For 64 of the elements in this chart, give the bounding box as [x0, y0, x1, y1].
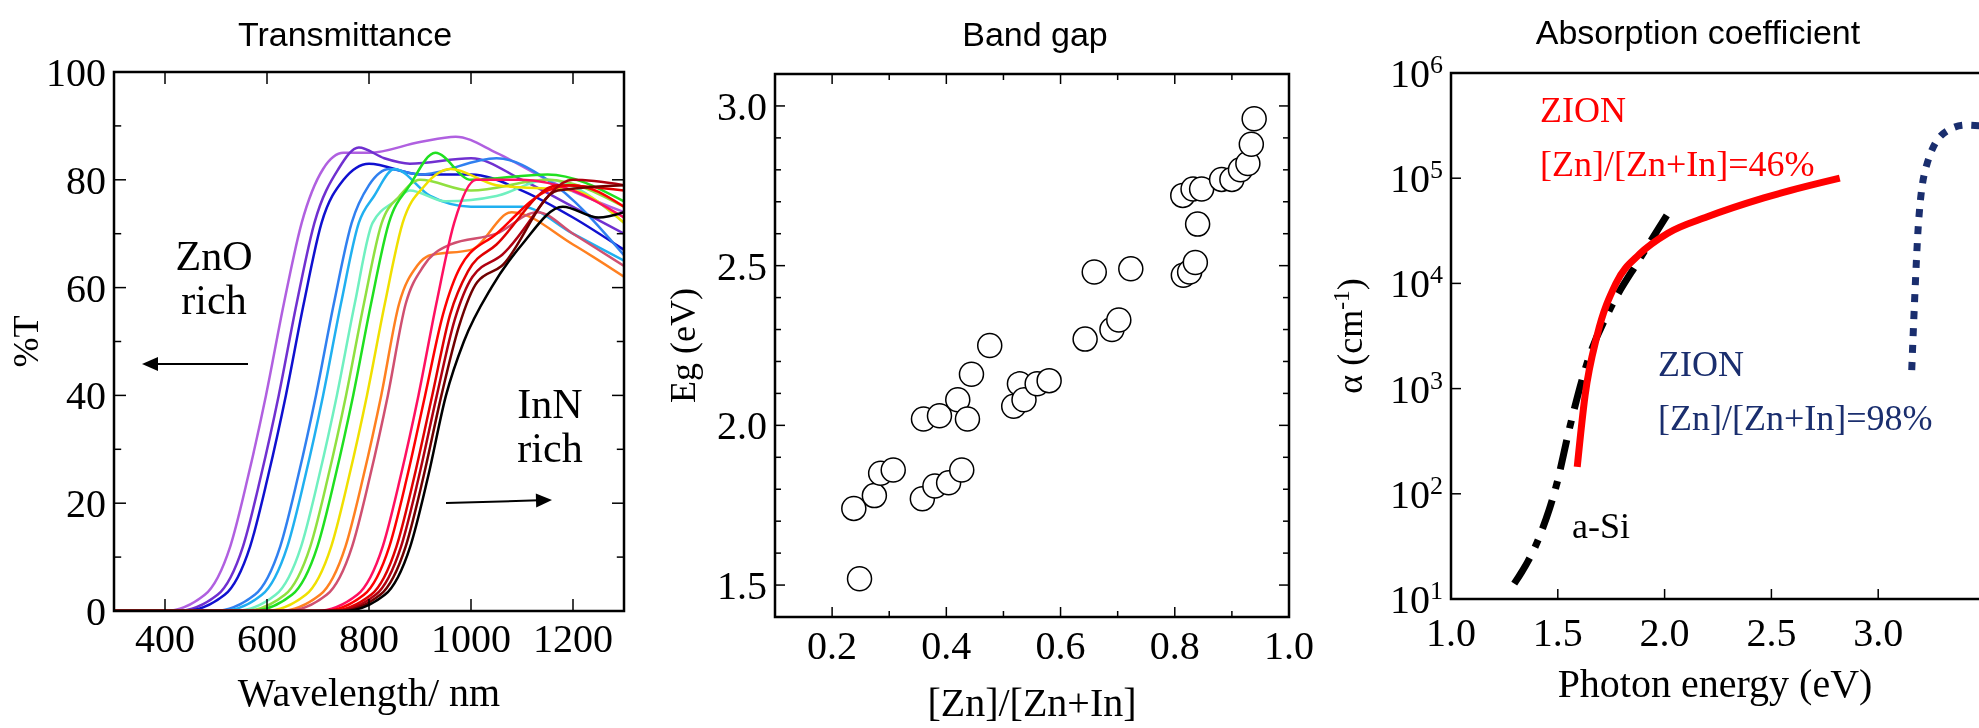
x-tick-label: 1.0 — [1264, 623, 1314, 668]
annotation: InN rich — [517, 381, 583, 471]
y-tick-label: 100 — [46, 50, 106, 95]
chart-title: Band gap — [962, 15, 1108, 53]
x-tick-label: 0.8 — [1149, 623, 1200, 668]
point — [1118, 256, 1144, 282]
y-tick-label: 10$^{3}$ — [1390, 365, 1443, 412]
point — [1106, 307, 1132, 333]
annotation: ZnO rich — [175, 233, 253, 323]
point — [861, 482, 888, 509]
x-tick-label: 2.0 — [1639, 610, 1690, 655]
series-label: a-Si — [1572, 506, 1630, 546]
y-tick-label: 2.0 — [717, 403, 767, 449]
x-axis-title: [Zn]/[Zn+In] — [927, 680, 1137, 725]
series-label: ZION [Zn]/[Zn+In]=46% — [1540, 90, 1815, 184]
point — [846, 565, 873, 592]
y-axis-title: Eg (eV) — [663, 288, 703, 403]
chart-title: Transmittance — [237, 15, 453, 53]
x-axis-title: Wavelength/ nm — [237, 670, 501, 715]
point — [958, 361, 985, 387]
y-tick-label: 1.5 — [717, 563, 767, 609]
x-tick-label: 400 — [135, 616, 195, 661]
x-tick-label: 0.2 — [807, 623, 858, 668]
point — [949, 457, 975, 483]
x-tick-label: 1200 — [533, 616, 613, 661]
point — [1188, 176, 1215, 202]
point — [945, 387, 971, 413]
point — [880, 457, 906, 483]
point — [1036, 367, 1062, 394]
x-tick-label: 800 — [339, 616, 399, 661]
point — [926, 403, 953, 429]
y-tick-label: 40 — [66, 373, 106, 419]
point — [1182, 249, 1209, 276]
point — [841, 495, 867, 522]
y-tick-label: 10$^{2}$ — [1390, 470, 1443, 517]
point — [1072, 326, 1098, 352]
x-tick-label: 1.5 — [1532, 610, 1583, 655]
series-label: ZION [Zn]/[Zn+In]=98% — [1658, 344, 1933, 438]
y-axis-title: %T — [6, 315, 46, 368]
point — [1241, 105, 1267, 132]
point — [954, 406, 981, 432]
y-tick-label: 80 — [66, 157, 106, 203]
point — [1184, 211, 1211, 237]
y-tick-label: 20 — [66, 481, 106, 527]
x-tick-label: 3.0 — [1853, 610, 1904, 655]
point — [1081, 259, 1107, 285]
point — [1238, 131, 1265, 158]
x-tick-label: 600 — [237, 616, 297, 661]
point — [976, 332, 1003, 359]
x-tick-label: 2.5 — [1746, 610, 1797, 655]
y-tick-label: 60 — [66, 265, 106, 311]
y-tick-label: 0 — [86, 589, 106, 634]
y-tick-label: 2.5 — [717, 243, 767, 289]
y-tick-label: 10$^{4}$ — [1390, 259, 1443, 307]
x-tick-label: 1000 — [431, 616, 511, 661]
point — [1011, 387, 1037, 413]
x-tick-label: 0.6 — [1035, 623, 1086, 668]
x-tick-label: 0.4 — [921, 623, 972, 668]
y-tick-label: 10$^{5}$ — [1390, 154, 1443, 202]
x-axis-title: Photon energy (eV) — [1557, 661, 1873, 706]
x-tick-label: 1.0 — [1426, 610, 1476, 655]
y-tick-label: 10$^{6}$ — [1390, 49, 1443, 96]
chart-title: Absorption coefficient — [1535, 13, 1861, 51]
y-tick-label: 3.0 — [717, 83, 767, 129]
